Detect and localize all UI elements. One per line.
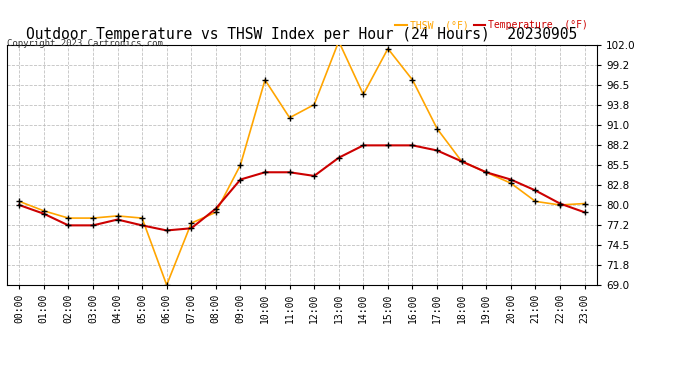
Legend: THSW  (°F), Temperature  (°F): THSW (°F), Temperature (°F) [391, 16, 592, 34]
Title: Outdoor Temperature vs THSW Index per Hour (24 Hours)  20230905: Outdoor Temperature vs THSW Index per Ho… [26, 27, 578, 42]
Text: Copyright 2023 Cartronics.com: Copyright 2023 Cartronics.com [7, 39, 163, 48]
